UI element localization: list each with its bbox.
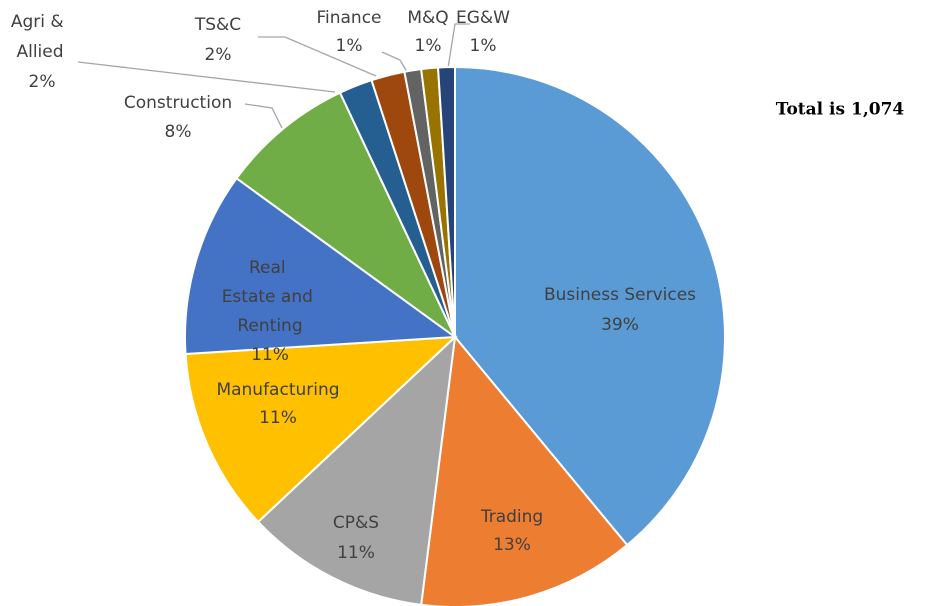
label-line: TS&C: [194, 15, 241, 35]
value-label: 1%: [415, 36, 442, 56]
slice: [235, 91, 456, 338]
leader-lines: [77, 23, 470, 129]
category-label: Real Estate and Renting: [222, 258, 319, 336]
value-label: 11%: [259, 408, 297, 428]
slice: [184, 335, 458, 524]
leader-line: [77, 61, 336, 93]
leader-line: [244, 103, 283, 129]
annotation: Total is 1,074: [776, 100, 905, 120]
category-label: Finance: [316, 8, 381, 28]
slice: [256, 334, 457, 606]
label-line: Real: [249, 258, 291, 278]
slice: [436, 65, 456, 338]
label-line: Construction: [124, 93, 232, 113]
category-label: Manufacturing: [216, 380, 339, 400]
slice: [454, 65, 726, 547]
category-label: Agri & Allied: [11, 12, 69, 62]
value-label: 8%: [165, 122, 192, 142]
label-line: Business Services: [544, 285, 696, 305]
category-label: Trading: [480, 507, 543, 527]
value-label: 13%: [493, 535, 531, 555]
label-line: EG&W: [456, 8, 510, 28]
value-label: 11%: [251, 345, 289, 365]
value-label: 2%: [205, 45, 232, 65]
leader-line: [258, 36, 377, 77]
category-label: Construction: [124, 93, 232, 113]
label-line: Allied: [16, 42, 63, 62]
category-label: TS&C: [194, 15, 241, 35]
category-label: EG&W: [456, 8, 510, 28]
leader-line: [447, 23, 470, 69]
label-line: Estate and: [222, 287, 319, 307]
value-label: 1%: [470, 36, 497, 56]
value-label: 39%: [601, 315, 639, 335]
leader-line: [381, 51, 408, 73]
label-line: Renting: [237, 316, 302, 336]
value-label: 2%: [29, 72, 56, 92]
label-line: CP&S: [333, 513, 379, 533]
label-line: Manufacturing: [216, 380, 339, 400]
label-line: Finance: [316, 8, 381, 28]
slice: [420, 334, 629, 606]
category-label: M&Q: [407, 8, 448, 28]
category-label: Business Services: [544, 285, 696, 305]
slice: [184, 176, 458, 356]
label-line: Agri &: [11, 12, 69, 32]
label-line: Trading: [480, 507, 543, 527]
category-label: CP&S: [333, 513, 379, 533]
value-label: 1%: [336, 36, 363, 56]
label-line: M&Q: [407, 8, 448, 28]
slices: [184, 65, 726, 606]
value-label: 11%: [337, 543, 375, 563]
